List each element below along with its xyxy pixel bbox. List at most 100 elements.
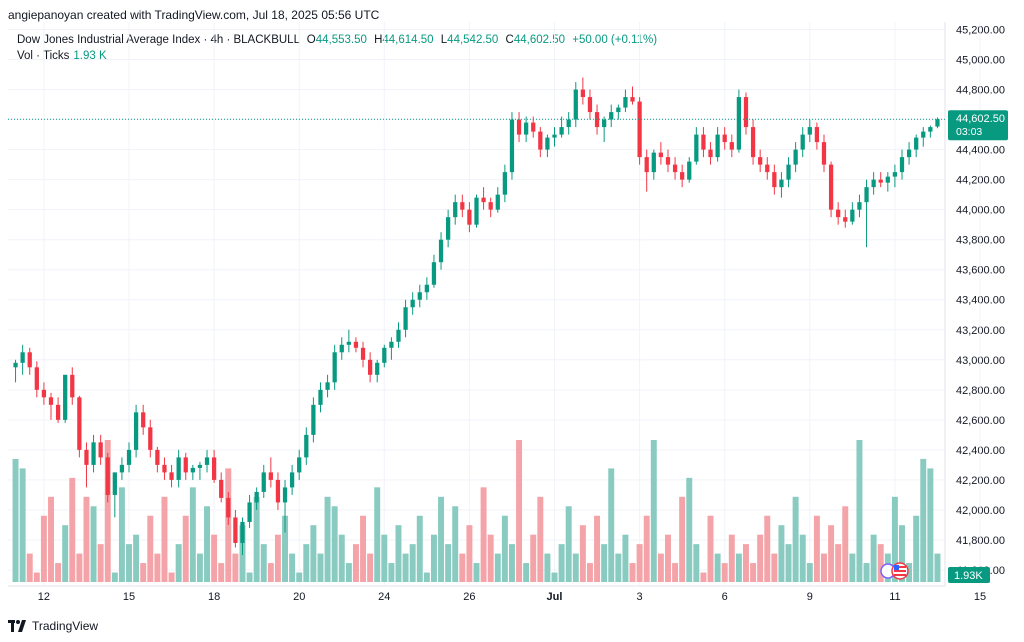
- candle-body: [382, 347, 387, 363]
- volume-bar: [48, 496, 54, 582]
- chart-attribution: angiepanoyan created with TradingView.co…: [8, 8, 380, 22]
- close-value: 44,602.50: [513, 34, 566, 46]
- volume-bar: [76, 553, 83, 582]
- candle-body: [261, 472, 266, 492]
- candle-body: [289, 472, 295, 488]
- volume-bar: [835, 544, 842, 582]
- volume-bar: [90, 506, 97, 582]
- volume-bar: [452, 506, 459, 582]
- last-price-label: 44,602.50: [956, 113, 1005, 125]
- volume-bar: [317, 553, 324, 582]
- candle-body: [34, 367, 39, 390]
- x-tick-label: 9: [807, 591, 813, 603]
- candle-body: [389, 341, 394, 348]
- candle-body: [821, 142, 827, 165]
- candle-body: [921, 131, 926, 138]
- candle-body: [197, 464, 203, 468]
- candle-body: [871, 179, 876, 188]
- candle-body: [928, 127, 933, 132]
- volume-bar: [657, 553, 664, 582]
- candle-body: [63, 374, 68, 420]
- candle-body: [226, 497, 231, 518]
- candle-body: [112, 472, 117, 495]
- volume-bar: [345, 563, 352, 582]
- volume-bar: [799, 534, 806, 582]
- volume-bar: [438, 496, 445, 582]
- candle-body: [701, 134, 706, 150]
- candle-body: [268, 472, 273, 480]
- volume-bar: [189, 487, 196, 582]
- volume-bar: [218, 563, 225, 582]
- candle-body: [41, 389, 47, 398]
- candle-body: [516, 119, 522, 135]
- volume-bar: [175, 544, 182, 582]
- volume-bar: [246, 572, 253, 582]
- candle-body: [91, 442, 96, 465]
- volume-bar: [416, 515, 423, 582]
- candle-body: [77, 397, 82, 450]
- volume-label: Vol · Ticks: [17, 50, 70, 62]
- volume-bar: [126, 544, 132, 582]
- last-price-badge: [948, 110, 1008, 141]
- volume-bar: [586, 563, 593, 582]
- candle-body: [914, 137, 919, 150]
- volume-bar: [501, 515, 508, 582]
- candle-body: [424, 284, 429, 293]
- volume-bar: [707, 515, 714, 582]
- candle-body: [857, 202, 862, 210]
- candle-body: [155, 449, 160, 465]
- candle-body: [729, 142, 734, 150]
- volume-bar: [69, 477, 76, 582]
- candle-body: [204, 457, 210, 465]
- volume-bar: [154, 553, 161, 582]
- volume-bar: [196, 553, 203, 582]
- candle-body: [630, 97, 635, 102]
- volume-bar: [253, 496, 260, 582]
- candle-body: [190, 467, 195, 473]
- x-tick-label: 11: [889, 591, 900, 603]
- candle-body: [488, 202, 493, 210]
- candle-body: [935, 119, 940, 127]
- volume-bar: [743, 544, 749, 582]
- candle-body: [169, 472, 174, 480]
- candle-body: [417, 292, 422, 300]
- volume-bar: [111, 572, 118, 582]
- candle-body: [502, 172, 507, 195]
- volume-bar: [182, 515, 189, 582]
- candle-body: [325, 382, 330, 390]
- volume-bar: [310, 525, 317, 582]
- candle-body: [637, 101, 642, 158]
- candle-body: [885, 176, 890, 183]
- candle-body: [311, 404, 316, 435]
- volume-bar: [530, 534, 537, 582]
- candle-body: [793, 149, 798, 165]
- volume-bar: [459, 553, 466, 582]
- volume-bar: [168, 572, 175, 582]
- volume-bar: [83, 496, 90, 582]
- candle-body: [460, 202, 465, 210]
- volume-bar: [331, 506, 338, 582]
- volume-bar: [643, 515, 650, 582]
- volume-bar: [204, 506, 210, 582]
- candle-body: [219, 479, 224, 498]
- candle-body: [367, 359, 373, 375]
- flag-stripe: [894, 574, 906, 576]
- candle-body: [119, 464, 125, 473]
- low-label: L: [440, 34, 448, 46]
- candle-body: [304, 434, 309, 458]
- candle-body: [431, 262, 437, 285]
- candle-body: [446, 217, 451, 240]
- volume-bar: [778, 525, 785, 582]
- volume-bar: [728, 534, 735, 582]
- volume-bar: [870, 534, 877, 582]
- volume-bar: [523, 563, 530, 582]
- flag-stripe: [894, 566, 906, 568]
- volume-bar: [26, 553, 33, 582]
- x-tick-label: 24: [378, 591, 390, 603]
- volume-bar: [601, 544, 608, 582]
- volume-bar: [792, 496, 799, 582]
- volume-bar: [395, 525, 402, 582]
- volume-bar: [828, 525, 835, 582]
- candle-body: [665, 157, 671, 165]
